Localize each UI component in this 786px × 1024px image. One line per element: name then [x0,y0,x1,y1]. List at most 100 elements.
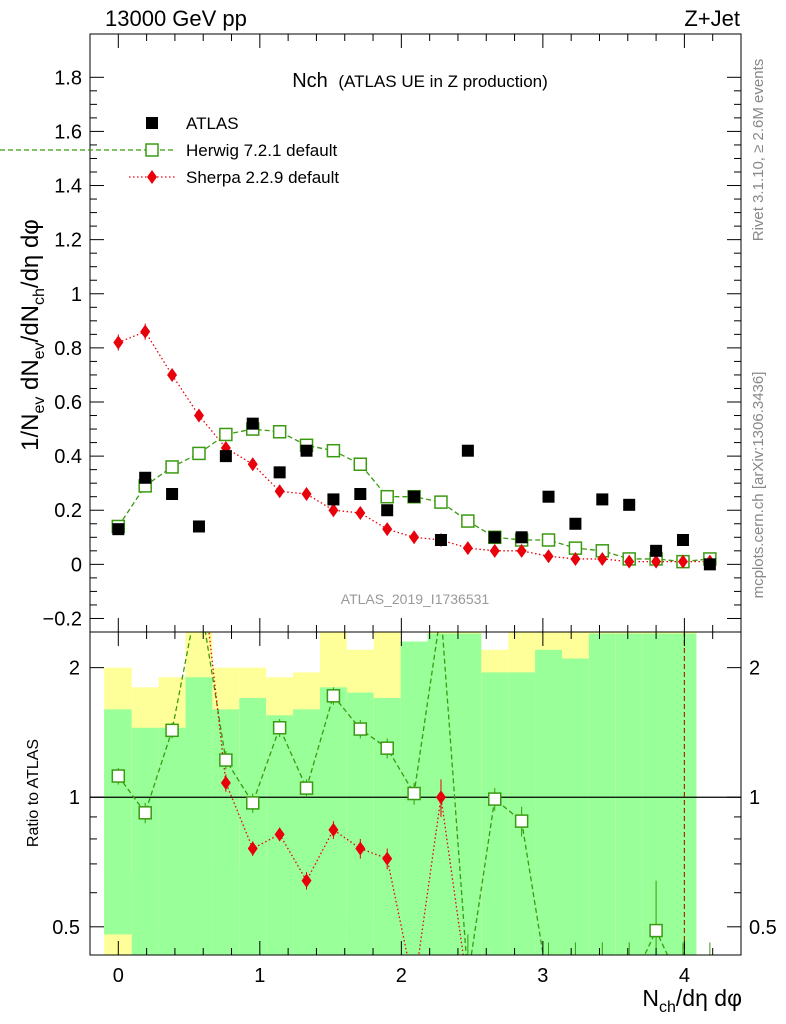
atlas-point [273,466,286,479]
ratio-xtick-label: 3 [537,965,548,987]
main-ytick-label: 0.8 [54,338,82,360]
sherpa-point [409,530,420,545]
ratio-band-inner [104,709,132,935]
atlas-point [408,490,421,503]
analysis-watermark: ATLAS_2019_I1736531 [341,591,490,607]
legend-marker-sherpa [147,170,157,184]
ratio-herwig-point [138,806,152,820]
sherpa-point [651,554,662,569]
herwig-point [219,427,233,442]
ratio-band-inner [212,709,240,955]
sherpa-point [247,457,258,472]
sherpa-point [677,554,688,569]
ratio-band-inner [319,687,347,955]
atlas-point [166,488,179,500]
ratio-sherpa-point [194,536,204,550]
ratio-herwig-point [111,769,126,783]
ratio-sherpa-point [597,981,607,995]
sherpa-point [140,324,151,339]
ratio-ytick-label: 2 [69,658,80,680]
main-ytick-label: 1.4 [54,176,82,198]
ratio-sherpa-point [167,605,177,619]
sherpa-point [328,503,339,518]
ratio-herwig-point [299,781,314,795]
atlas-point [542,490,555,503]
main-ytick-label: 0.2 [54,500,82,522]
sherpa-point [167,367,178,382]
ratio-ytick-label: 1 [69,787,80,809]
ratio-panel: 0.5 0.5 1 1 2 2 0 1 2 3 4 Ratio to ATLAS Nch/dη d… [25,446,777,1016]
ratio-herwig-point [462,972,474,984]
atlas-point [434,534,447,546]
mcplots-source-label: mcplots.cern.ch [arXiv:1306.3436] [750,372,767,599]
sherpa-point [113,335,124,350]
atlas-point [461,444,474,457]
sherpa-point [597,551,608,566]
ratio-herwig-point [380,741,394,755]
ratio-sherpa-point [463,981,473,995]
rivet-version-label: Rivet 3.1.10, ≥ 2.6M events [750,59,767,242]
ratio-herwig-point [353,722,368,736]
main-ytick-label: 0.6 [54,392,82,414]
atlas-point [488,531,501,544]
herwig-point [353,457,368,471]
ratio-sherpa-point [355,841,366,856]
ratio-herwig-point [407,786,421,801]
ratio-sherpa-point [140,605,150,619]
main-ytick-label: 1.6 [54,121,82,143]
ratio-band-inner [266,715,294,955]
main-ytick-label: 1 [71,284,82,306]
sherpa-point [624,554,635,569]
atlas-point [381,504,394,517]
header-process-label: Z+Jet [684,6,740,31]
main-title-subtitle: (ATLAS UE in Z production) [338,72,547,91]
ratio-herwig-point [596,982,608,994]
ratio-xtick-label: 4 [679,965,690,987]
ratio-sherpa-point [113,446,123,460]
sherpa-point [570,551,581,566]
ratio-herwig-point [246,796,260,810]
ratio-frame [89,631,742,956]
ratio-sherpa-point [301,873,312,888]
ratio-sherpa-point [274,827,285,842]
sherpa-point [274,484,285,499]
herwig-point [541,533,556,547]
ratio-ylabel: Ratio to ATLAS [25,739,42,847]
herwig-point [461,514,475,528]
ratio-herwig-point [623,982,635,994]
atlas-point [354,488,367,500]
main-ytick-label: −0.2 [43,608,82,630]
legend-marker-herwig [145,143,159,157]
ratio-band-inner [561,658,589,955]
atlas-point [676,534,689,546]
ratio-band-inner [158,727,186,955]
ratio-ytick-label-right: 2 [749,658,760,680]
ratio-herwig-point [193,586,205,598]
herwig-point [165,460,179,474]
atlas-point [192,520,205,533]
ratio-band-inner [481,672,509,955]
herwig-point [326,443,341,458]
atlas-point [650,544,663,557]
main-panel: −0.2 0 0.2 0.4 0.6 0.8 1 1.2 1.4 1.6 1.8 Nch (ATLA… [0,33,742,633]
main-ytick-label: 0.4 [54,446,82,468]
atlas-point [300,444,313,457]
ratio-sherpa-point [247,841,258,856]
atlas-point [596,493,609,506]
ratio-herwig-point [435,606,447,618]
ratio-sherpa-point [328,822,339,837]
herwig-point [380,489,394,504]
ratio-herwig-point [272,721,287,735]
ratio-band-inner [535,649,562,955]
ratio-sherpa-point [490,962,500,976]
ratio-ytick-label-right: 0.5 [749,917,777,939]
atlas-point [327,493,340,506]
main-ylabel: 1/Nev dNev/dNch/dη dφ [17,219,48,451]
atlas-point [139,471,152,484]
atlas-point [219,450,232,463]
ratio-band-inner [588,633,616,955]
ratio-band-inner [615,633,643,955]
ratio-xtick-label: 0 [113,965,124,987]
legend-label-sherpa: Sherpa 2.2.9 default [186,168,339,187]
